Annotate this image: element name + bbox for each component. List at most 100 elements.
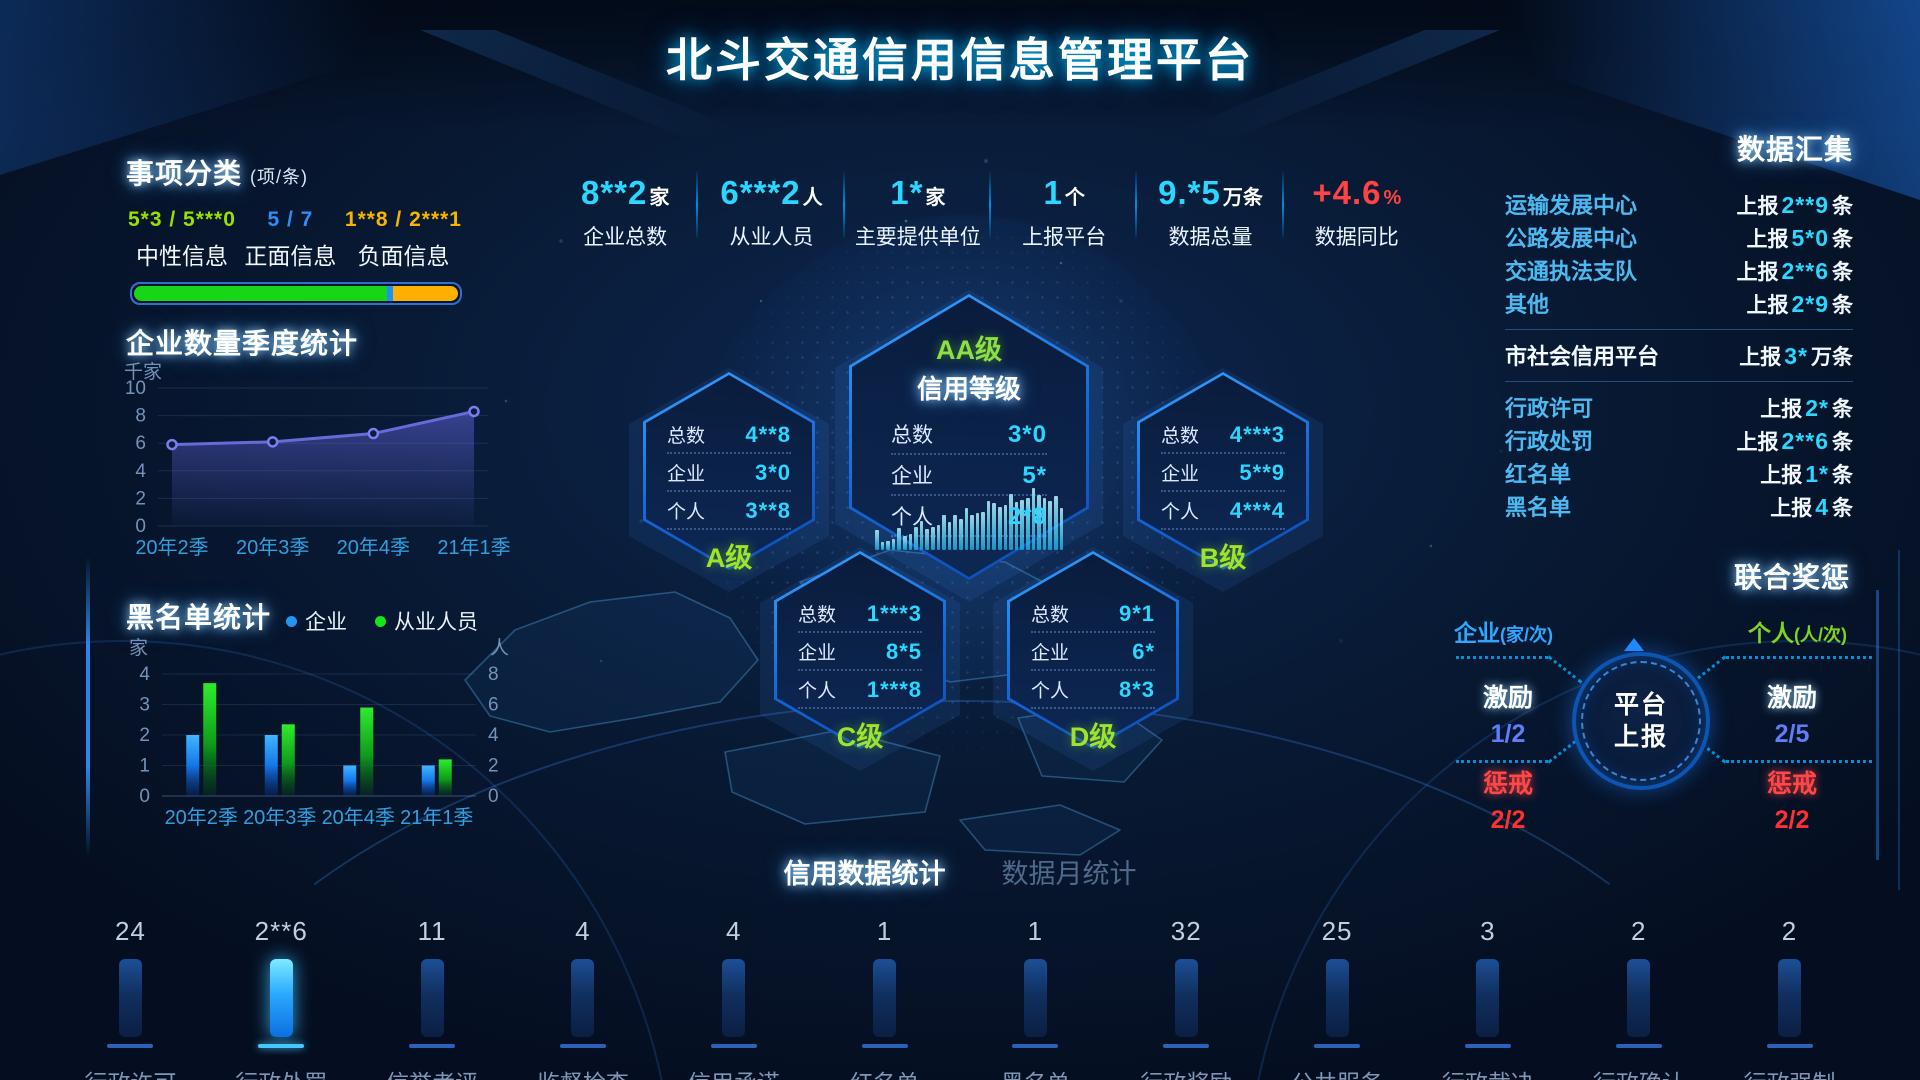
bottom-bar-pillar — [873, 959, 897, 1037]
svg-text:千家: 千家 — [124, 361, 162, 383]
bottom-bar-label: 行政处罚 — [235, 1064, 327, 1080]
joint-person-incentive: 激励 2/5 — [1744, 678, 1840, 749]
stat-unit: % — [1383, 187, 1402, 209]
bottom-bar-pillar — [722, 959, 746, 1037]
stat-value: 1* 家 — [847, 174, 989, 212]
stat-item: 1 个上报平台 — [991, 170, 1138, 255]
legend-label: 从业人员 — [394, 611, 478, 634]
svg-text:4: 4 — [139, 664, 150, 685]
row-value: 3*0 — [1007, 421, 1047, 448]
legend-item: 企业 — [286, 606, 347, 636]
matters-progress-bar — [130, 282, 462, 305]
stat-value: +4.6% — [1286, 174, 1428, 212]
progress-segment — [386, 286, 394, 301]
blacklist-panel-title: 黑名单统计 — [126, 602, 272, 633]
bottom-tabs: 信用数据统计 数据月统计 — [0, 852, 1920, 891]
stat-value: 6***2 人 — [700, 174, 842, 212]
credit-level-subtitle: 信用等级 — [916, 374, 1021, 404]
svg-text:3: 3 — [139, 695, 150, 716]
stat-number: 8**2 — [580, 174, 648, 211]
hexagon-c: 总数 1***3 企业 8*5 个人 1***8 C级 — [760, 547, 960, 771]
svg-text:20年4季: 20年4季 — [322, 806, 395, 829]
row-value: 9*1 — [1118, 601, 1155, 626]
bottom-bar-label: 信誉考评 — [386, 1064, 478, 1080]
legend-label: 企业 — [305, 611, 347, 634]
report-prefix: 上报 — [1770, 497, 1813, 520]
report-number: 2**9 — [1781, 192, 1829, 218]
blacklist-legend: 企业 从业人员 — [286, 606, 478, 636]
credit-level-row: 企业 6* — [1031, 633, 1155, 671]
row-value: 5**9 — [1239, 460, 1285, 485]
bottom-bar-value: 2 — [1630, 916, 1647, 946]
bottom-bar-underline — [1766, 1044, 1813, 1048]
hexagon-b: 总数 4***3 企业 5**9 个人 4***4 B级 — [1123, 368, 1323, 592]
row-label: 总数 — [891, 424, 933, 447]
matter-item: 5 / 7 正面信息 — [244, 208, 336, 271]
credit-level-row: 个人 4***4 — [1161, 492, 1285, 530]
bottom-bar-item: 25 公共服务 — [1262, 916, 1413, 1080]
joint-enterprise-unit: (家/次) — [1500, 625, 1553, 645]
row-value: 3*0 — [754, 460, 791, 485]
joint-person-header: 个人(人/次) — [1748, 614, 1847, 648]
stat-item: +4.6% 数据同比 — [1284, 170, 1430, 255]
bottom-bar-item: 2 行政强制 — [1714, 916, 1865, 1080]
bottom-bar-label: 行政裁决 — [1442, 1064, 1534, 1080]
stat-label: 数据总量 — [1168, 226, 1253, 249]
stat-item: 1* 家主要提供单位 — [845, 170, 992, 255]
row-value: 3**8 — [745, 498, 791, 523]
credit-level-row: 企业 3*0 — [667, 454, 791, 492]
credit-level-row: 个人 3**8 — [667, 492, 791, 530]
bottom-bar-underline — [559, 1044, 606, 1048]
bottom-bar-label: 行政强制 — [1744, 1064, 1836, 1080]
report-number: 2**6 — [1781, 258, 1829, 284]
incentive-label: 激励 — [1766, 684, 1817, 712]
bottom-bar-label: 红名单 — [850, 1064, 919, 1080]
collection-row: 红名单 上报 1* 条 — [1505, 457, 1853, 490]
row-value: 8*3 — [1118, 677, 1155, 702]
svg-text:人: 人 — [490, 637, 509, 659]
joint-enterprise-header: 企业(家/次) — [1454, 614, 1553, 648]
joint-person-punish: 惩戒 2/2 — [1744, 764, 1840, 835]
collection-label: 红名单 — [1505, 462, 1572, 487]
report-unit: 条 — [1832, 228, 1853, 251]
bottom-bar-pillar — [571, 959, 595, 1037]
svg-text:21年1季: 21年1季 — [400, 806, 473, 829]
svg-text:2: 2 — [139, 725, 150, 746]
bottom-bar-item: 24 行政许可 — [55, 916, 206, 1080]
bottom-bar-pillar — [1023, 959, 1047, 1037]
report-prefix: 上报 — [1736, 261, 1779, 284]
report-prefix: 上报 — [1739, 346, 1782, 369]
stat-number: 6***2 — [720, 174, 801, 211]
matter-label: 负面信息 — [357, 243, 450, 269]
bottom-bar-underline — [258, 1044, 305, 1048]
svg-text:4: 4 — [488, 725, 499, 746]
matters-title-unit: (项/条) — [250, 167, 309, 187]
collection-value: 上报 2**6 条 — [1737, 426, 1853, 456]
bottom-bar-value: 32 — [1170, 916, 1202, 946]
svg-text:6: 6 — [488, 695, 499, 716]
bottom-bar-row: 24行政许可2**6行政处罚11信誉考评4监督检查4信用承诺1红名单1黑名单32… — [55, 916, 1865, 1080]
collection-row: 公路发展中心 上报 5*0 条 — [1505, 221, 1853, 254]
joint-person-label: 个人 — [1748, 620, 1794, 646]
joint-rewards-panel: 联合奖惩 企业(家/次) 个人(人/次) 激励 1/2 惩戒 2/2 激励 2/… — [1448, 556, 1878, 846]
bottom-bar-pillar — [420, 959, 444, 1037]
incentive-value: 1/2 — [1490, 720, 1526, 748]
bottom-bar-pillar — [118, 959, 142, 1037]
tab-monthly-data-stats[interactable]: 数据月统计 — [1001, 859, 1137, 889]
stat-label: 数据同比 — [1314, 226, 1399, 249]
report-unit: 条 — [1832, 294, 1853, 317]
collection-row: 其他 上报 2*9 条 — [1505, 287, 1853, 320]
bottom-bar-value: 2 — [1781, 916, 1798, 946]
bottom-bar-value: 4 — [575, 916, 591, 946]
row-label: 总数 — [798, 605, 837, 626]
row-value: 4**8 — [745, 422, 791, 447]
collection-row: 市社会信用平台 上报 3* 万条 — [1505, 339, 1853, 372]
bottom-bar-label: 行政奖励 — [1140, 1064, 1232, 1080]
hexagon-content: 总数 4***3 企业 5**9 个人 4***4 B级 — [1137, 372, 1309, 573]
row-value: 4***4 — [1229, 498, 1285, 523]
tab-credit-data-stats[interactable]: 信用数据统计 — [783, 859, 946, 889]
matters-stats: 5*3 / 5***0 中性信息 5 / 7 正面信息 1**8 / 2***1 负面信息 — [128, 208, 462, 271]
bottom-bar-underline — [710, 1044, 757, 1048]
